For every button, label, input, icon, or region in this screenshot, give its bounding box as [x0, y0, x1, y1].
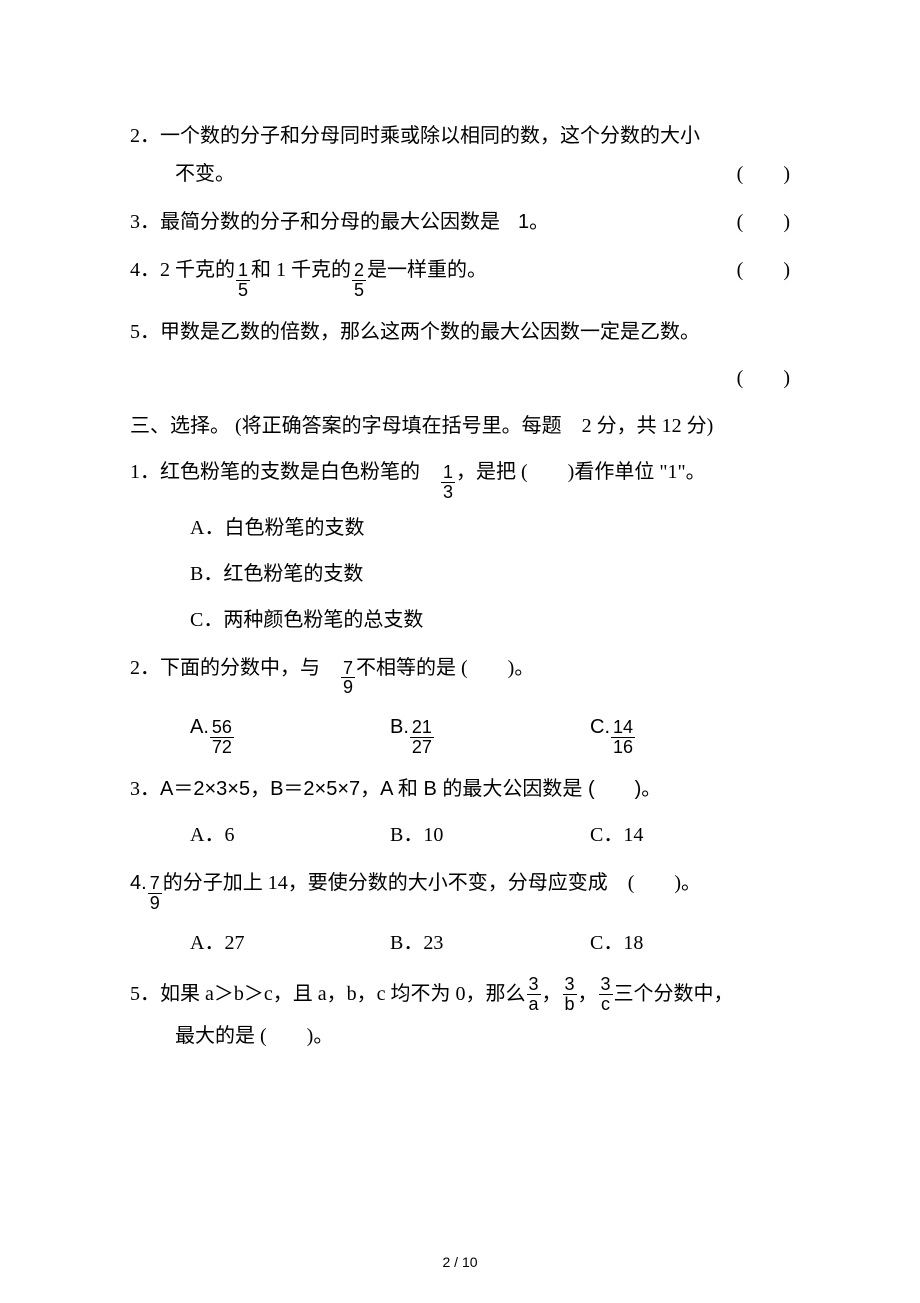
answer-paren: ( ) [717, 206, 790, 238]
option-c: C．18 [590, 927, 790, 959]
q-tail: 1。 [518, 206, 549, 238]
fraction-icon: 2 5 [352, 261, 366, 300]
fraction-icon: 3 b [563, 975, 577, 1014]
option-c: C．14 [590, 819, 790, 851]
q-text: 一个数的分子和分母同时乘或除以相同的数，这个分数的大小 [160, 120, 790, 152]
fraction-icon: 3 a [527, 975, 541, 1014]
option-b: B．红色粉笔的支数 [190, 558, 790, 590]
answer-paren: ( ) [717, 362, 790, 394]
section-3-header: 三、选择。 (将正确答案的字母填在括号里。每题 2 分，共 12 分) [130, 410, 790, 442]
option-a: A．6 [190, 819, 390, 851]
page-footer: 2 / 10 [0, 1251, 920, 1273]
choice-q3: 3． A＝2×3×5，B＝2×5×7，A 和 B 的最大公因数是 ( )。 A．… [130, 773, 790, 851]
judge-q4: 4． 2 千克的 1 5 和 1 千克的 2 5 是一样重的。 ( ) [130, 254, 790, 300]
options: A．6 B．10 C．14 [130, 819, 790, 851]
option-a: A．白色粉笔的支数 [190, 512, 790, 544]
fraction-icon: 7 9 [341, 659, 355, 698]
q-number: 2． [130, 652, 160, 684]
answer-paren: ( ) [717, 158, 790, 190]
fraction-icon: 21 27 [410, 718, 434, 757]
q-text-pre: 下面的分数中，与 [160, 652, 340, 684]
judge-q5: 5． 甲数是乙数的倍数，那么这两个数的最大公因数一定是乙数。 ( ) [130, 316, 790, 394]
option-b: B．23 [390, 927, 590, 959]
q-number: 4． [130, 254, 160, 286]
fraction-icon: 1 3 [441, 463, 455, 502]
choice-q4: 4. 7 9 的分子加上 14，要使分数的大小不变，分母应变成 ( )。 A．2… [130, 867, 790, 959]
judge-q2: 2． 一个数的分子和分母同时乘或除以相同的数，这个分数的大小 不变。 ( ) [130, 120, 790, 190]
choice-q5: 5． 如果 a＞b＞c，且 a，b，c 均不为 0，那么 3 a ， 3 b ，… [130, 975, 790, 1052]
sep: ， [578, 978, 598, 1010]
q-number: 3． [130, 206, 160, 238]
options: A. 56 72 B. 21 27 C. 14 16 [130, 711, 790, 757]
q-text: 甲数是乙数的倍数，那么这两个数的最大公因数一定是乙数。 [160, 316, 790, 348]
q-number: 5． [130, 978, 160, 1010]
q-text-post: 是一样重的。 [367, 254, 487, 286]
option-b: B．10 [390, 819, 590, 851]
option-a: A. 56 72 [190, 711, 390, 757]
q-text: 的分子加上 14，要使分数的大小不变，分母应变成 ( )。 [163, 867, 701, 899]
q-number: 3． [130, 773, 160, 805]
q-text-pre: 2 千克的 [160, 254, 235, 286]
q-text: 最简分数的分子和分母的最大公因数是 [160, 206, 500, 238]
option-b: B. 21 27 [390, 711, 590, 757]
fraction-icon: 7 9 [148, 874, 162, 913]
q-text-post: ，是把 ( )看作单位 "1"。 [456, 456, 706, 488]
fraction-icon: 14 16 [611, 718, 635, 757]
choice-q1: 1． 红色粉笔的支数是白色粉笔的 1 3 ，是把 ( )看作单位 "1"。 A．… [130, 456, 790, 636]
sep: ， [542, 978, 562, 1010]
q-text-cont: 不变。 [175, 158, 235, 190]
q-text-pre: 红色粉笔的支数是白色粉笔的 [160, 456, 440, 488]
q-text-post: 三个分数中， [614, 978, 734, 1010]
answer-paren: ( ) [717, 254, 790, 286]
q-text-post: 不相等的是 ( )。 [356, 652, 534, 684]
q-text-line2: 最大的是 ( )。 [175, 1020, 333, 1052]
q-text-mid: 和 1 千克的 [251, 254, 351, 286]
q-text: A＝2×3×5，B＝2×5×7，A 和 B 的最大公因数是 ( )。 [160, 773, 790, 805]
fraction-icon: 3 c [599, 975, 613, 1014]
options: A．27 B．23 C．18 [130, 927, 790, 959]
options: A．白色粉笔的支数 B．红色粉笔的支数 C．两种颜色粉笔的总支数 [130, 512, 790, 636]
option-c: C. 14 16 [590, 711, 790, 757]
q-number: 4. [130, 867, 147, 899]
page: 2． 一个数的分子和分母同时乘或除以相同的数，这个分数的大小 不变。 ( ) 3… [0, 0, 920, 1303]
fraction-icon: 56 72 [210, 718, 234, 757]
q-text-pre: 如果 a＞b＞c，且 a，b，c 均不为 0，那么 [160, 978, 526, 1010]
choice-q2: 2． 下面的分数中，与 7 9 不相等的是 ( )。 A. 56 72 B. 2… [130, 652, 790, 758]
q-number: 2． [130, 120, 160, 152]
q-number: 1． [130, 456, 160, 488]
option-a: A．27 [190, 927, 390, 959]
q-number: 5． [130, 316, 160, 348]
fraction-icon: 1 5 [236, 261, 250, 300]
judge-q3: 3． 最简分数的分子和分母的最大公因数是 1。 ( ) [130, 206, 790, 238]
option-c: C．两种颜色粉笔的总支数 [190, 604, 790, 636]
